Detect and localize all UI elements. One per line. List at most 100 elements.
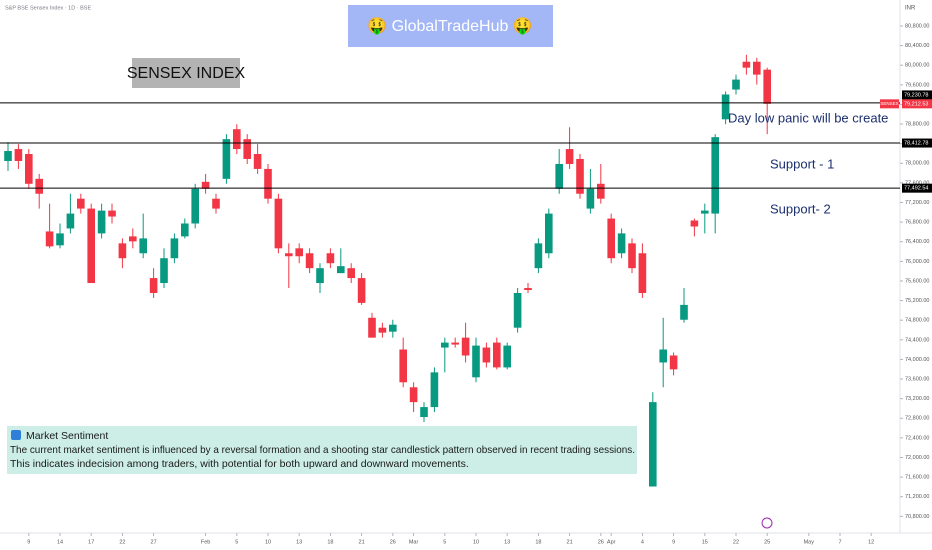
candle-body xyxy=(87,208,96,284)
candle-body xyxy=(337,266,345,274)
y-tick-label: 71,200.00 xyxy=(905,494,929,500)
x-tick-label: 4 xyxy=(641,539,644,545)
candle-body xyxy=(565,149,574,164)
x-tick-label: Feb xyxy=(201,539,210,545)
x-tick-label: 5 xyxy=(235,539,238,545)
candle-body xyxy=(492,342,501,368)
x-tick-label: 22 xyxy=(733,539,739,545)
candle-body xyxy=(669,355,678,370)
x-tick-label: 21 xyxy=(567,539,573,545)
y-tick-label: 73,600.00 xyxy=(905,376,929,382)
annotation: Support - 1 xyxy=(770,156,834,171)
candle-body xyxy=(524,288,532,290)
candle-body xyxy=(316,268,324,284)
candle-body xyxy=(752,61,761,75)
candle-body xyxy=(389,324,397,332)
last-price-label: 79,212.53 xyxy=(904,101,928,107)
y-tick-label: 74,000.00 xyxy=(905,357,929,363)
x-tick-label: Apr xyxy=(607,539,616,545)
candle-body xyxy=(690,220,699,227)
y-tick-label: 73,200.00 xyxy=(905,396,929,402)
chart-title: SENSEX INDEX xyxy=(127,65,246,82)
candle-body xyxy=(555,163,563,189)
symbol-header: S&P BSE Sensex Index · 1D · BSE xyxy=(5,5,91,11)
candle-body xyxy=(108,210,116,217)
candle-body xyxy=(264,168,272,199)
y-tick-label: 74,800.00 xyxy=(905,318,929,324)
candle-body xyxy=(181,223,189,237)
candle-body xyxy=(638,253,647,293)
candle-body xyxy=(534,243,543,269)
y-tick-label: 74,400.00 xyxy=(905,337,929,343)
candle-body xyxy=(201,181,210,189)
candle-body xyxy=(596,183,605,199)
x-tick-label: 18 xyxy=(327,539,333,545)
candle-body xyxy=(45,231,54,247)
event-icon[interactable] xyxy=(761,517,773,529)
candle-body xyxy=(35,178,44,194)
banner-box xyxy=(348,5,553,47)
x-tick-label: 18 xyxy=(535,539,541,545)
y-tick-label: 78,000.00 xyxy=(905,161,929,167)
candle-body xyxy=(659,349,667,363)
level-label: 78,412.78 xyxy=(904,140,928,146)
y-tick-label: 80,800.00 xyxy=(905,23,929,29)
candle-body xyxy=(472,345,480,378)
candle-body xyxy=(160,258,168,284)
candle-body xyxy=(357,278,366,303)
candle-body xyxy=(56,233,64,246)
candle-body xyxy=(700,210,709,214)
candle-body xyxy=(451,342,459,345)
x-tick-label: 25 xyxy=(764,539,770,545)
x-tick-label: 27 xyxy=(151,539,157,545)
candle-body xyxy=(129,236,137,242)
x-tick-label: 13 xyxy=(504,539,510,545)
level-tag xyxy=(902,138,932,148)
level-label: 79,230.78 xyxy=(904,92,928,98)
y-tick-label: 79,600.00 xyxy=(905,82,929,88)
candle-body xyxy=(243,139,252,159)
candle-body xyxy=(285,253,293,257)
x-tick-label: 12 xyxy=(868,539,874,545)
candle-body xyxy=(14,149,23,161)
candle-body xyxy=(680,304,688,320)
y-tick-label: 72,400.00 xyxy=(905,435,929,441)
x-tick-label: 21 xyxy=(359,539,365,545)
y-tick-label: 80,400.00 xyxy=(905,43,929,49)
x-tick-label: 10 xyxy=(473,539,479,545)
candle-body xyxy=(191,188,200,224)
candle-body xyxy=(648,402,657,487)
candle-body xyxy=(149,278,158,293)
x-tick-label: 17 xyxy=(88,539,94,545)
candle-body xyxy=(222,139,231,179)
candle-body xyxy=(274,198,283,249)
x-tick-label: 9 xyxy=(27,539,30,545)
x-tick-label: 9 xyxy=(672,539,675,545)
candle-body xyxy=(482,347,491,363)
sentiment-icon xyxy=(11,430,21,440)
level-tag xyxy=(902,90,932,100)
sentiment-title: Market Sentiment xyxy=(26,430,108,442)
candle-body xyxy=(441,342,449,348)
sentiment-text: This indicates indecision among traders,… xyxy=(10,458,469,470)
y-tick-label: 70,800.00 xyxy=(905,514,929,520)
sentiment-text: The current market sentiment is influenc… xyxy=(10,444,635,456)
candle-body xyxy=(586,188,595,209)
last-price-tag xyxy=(902,99,932,109)
candle-body xyxy=(430,372,439,408)
candle-body xyxy=(617,233,626,254)
candle-body xyxy=(544,213,553,254)
currency: INR xyxy=(905,6,916,12)
candle-body xyxy=(742,61,751,68)
candle-body xyxy=(4,151,12,161)
annotation: Support- 2 xyxy=(770,201,831,216)
title-box xyxy=(132,58,240,88)
candle-body xyxy=(763,69,771,104)
candle-body xyxy=(233,129,241,150)
y-tick-label: 76,400.00 xyxy=(905,239,929,245)
candle-body xyxy=(576,158,584,194)
y-tick-label: 76,800.00 xyxy=(905,220,929,226)
y-tick-label: 72,000.00 xyxy=(905,455,929,461)
